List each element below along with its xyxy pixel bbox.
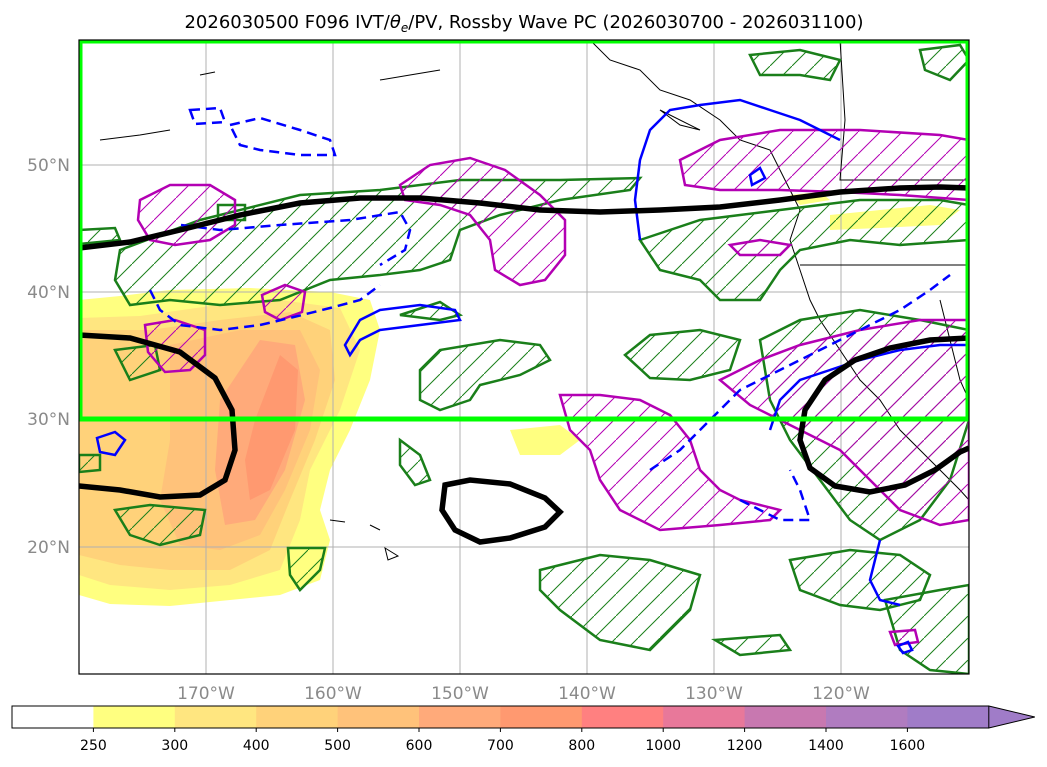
blue-contours: [95, 98, 969, 655]
colorbar-segment: [663, 706, 746, 728]
colorbar-segment: [907, 706, 990, 728]
colorbar: 250 300 400 500 600 700 800 1000 1200 1400 1600: [11, 705, 1035, 754]
colorbar-segment: [826, 706, 908, 728]
colorbar-segment: [581, 706, 664, 728]
colorbar-segment: [93, 706, 176, 728]
colorbar-segment: [744, 706, 827, 728]
colorbar-tick-label: 400: [243, 738, 270, 754]
lat-tick-label: 20°N: [27, 538, 70, 558]
colorbar-extend-arrow-icon: [988, 705, 1035, 729]
lat-axis: 50°N 40°N 30°N 20°N: [27, 156, 70, 558]
colorbar-tick-label: 1200: [727, 738, 763, 754]
colorbar-tick-label: 1400: [808, 738, 844, 754]
colorbar-segment: [256, 706, 339, 728]
colorbar-segment: [12, 706, 94, 728]
colorbar-tick-label: 300: [161, 738, 188, 754]
colorbar-tick-label: 500: [324, 738, 351, 754]
colorbar-tick-label: 700: [487, 738, 514, 754]
map-panel: [79, 40, 969, 674]
lon-axis: 170°W 160°W 150°W 140°W 130°W 120°W: [177, 684, 870, 704]
lat-tick-label: 30°N: [27, 410, 70, 430]
colorbar-segment: [174, 706, 257, 728]
lon-tick-label: 150°W: [431, 684, 489, 704]
lon-tick-label: 160°W: [304, 684, 362, 704]
rossby-wave-contours: [79, 184, 969, 545]
highlight-box: [79, 40, 969, 422]
lon-tick-label: 130°W: [685, 684, 743, 704]
colorbar-tick-label: 250: [80, 738, 107, 754]
colorbar-segment: [337, 706, 420, 728]
map-border: [78, 39, 970, 675]
colorbar-tick-label: 1600: [890, 738, 926, 754]
colorbar-segment: [419, 706, 501, 728]
colorbar-tick-label: 800: [568, 738, 595, 754]
map-title: 2026030500 F096 IVT/θe/PV, Rossby Wave P…: [184, 12, 863, 35]
lon-tick-label: 140°W: [558, 684, 616, 704]
colorbar-segment: [500, 706, 583, 728]
lat-tick-label: 40°N: [27, 283, 70, 303]
lat-tick-label: 50°N: [27, 156, 70, 176]
colorbar-tick-label: 600: [406, 738, 433, 754]
colorbar-tick-label: 1000: [645, 738, 681, 754]
lon-tick-label: 120°W: [812, 684, 870, 704]
lon-tick-label: 170°W: [177, 684, 235, 704]
